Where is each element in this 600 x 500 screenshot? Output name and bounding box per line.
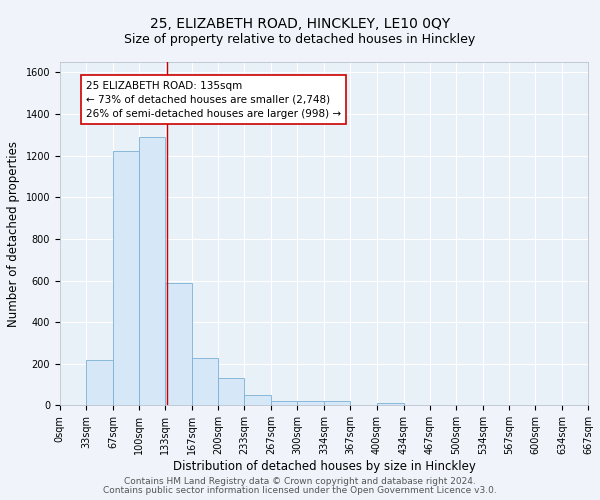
Bar bbox=[325, 401, 350, 406]
Y-axis label: Number of detached properties: Number of detached properties bbox=[7, 140, 20, 326]
Text: Contains HM Land Registry data © Crown copyright and database right 2024.: Contains HM Land Registry data © Crown c… bbox=[124, 477, 476, 486]
Text: 25 ELIZABETH ROAD: 135sqm
← 73% of detached houses are smaller (2,748)
26% of se: 25 ELIZABETH ROAD: 135sqm ← 73% of detac… bbox=[86, 80, 341, 118]
Bar bbox=[86, 360, 113, 406]
Text: Size of property relative to detached houses in Hinckley: Size of property relative to detached ho… bbox=[124, 32, 476, 46]
Text: 25, ELIZABETH ROAD, HINCKLEY, LE10 0QY: 25, ELIZABETH ROAD, HINCKLEY, LE10 0QY bbox=[150, 18, 450, 32]
Bar bbox=[244, 395, 271, 406]
Bar bbox=[271, 401, 298, 406]
Bar bbox=[377, 404, 404, 406]
X-axis label: Distribution of detached houses by size in Hinckley: Distribution of detached houses by size … bbox=[173, 460, 475, 473]
Bar bbox=[192, 358, 218, 406]
Bar bbox=[139, 137, 165, 406]
Bar bbox=[218, 378, 244, 406]
Bar bbox=[298, 401, 325, 406]
Text: Contains public sector information licensed under the Open Government Licence v3: Contains public sector information licen… bbox=[103, 486, 497, 495]
Bar bbox=[165, 282, 192, 406]
Bar bbox=[113, 152, 139, 406]
